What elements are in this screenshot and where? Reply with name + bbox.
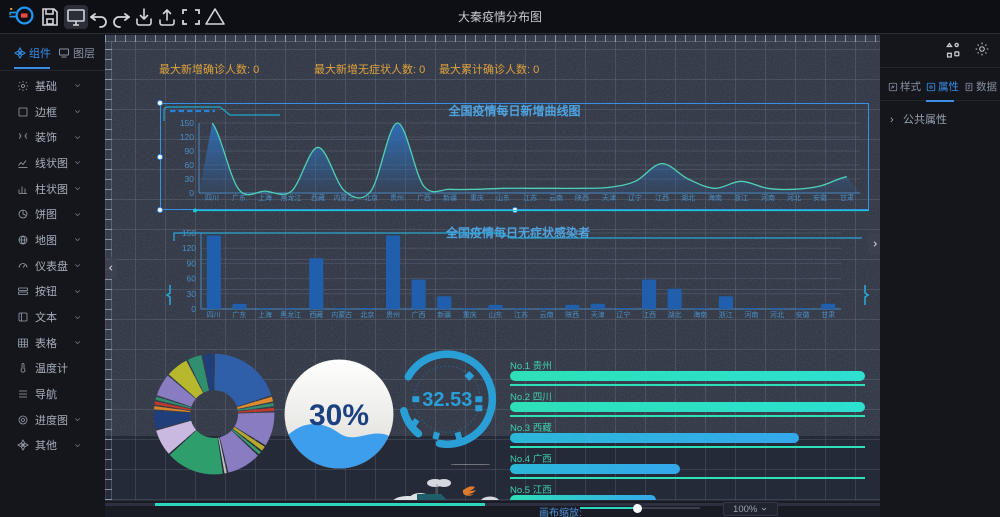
svg-text:辽宁: 辽宁: [628, 193, 642, 202]
svg-text:湖北: 湖北: [681, 193, 695, 202]
svg-text:甘肃: 甘肃: [840, 193, 854, 202]
svg-text:河南: 河南: [761, 193, 775, 202]
svg-text:浙江: 浙江: [734, 193, 748, 202]
svg-text:河南: 河南: [744, 310, 758, 319]
svg-text:辽宁: 辽宁: [616, 310, 630, 319]
svg-text:海南: 海南: [693, 310, 707, 319]
svg-text:河北: 河北: [787, 194, 801, 202]
svg-text:海南: 海南: [708, 193, 722, 202]
svg-text:32.53: 32.53: [422, 389, 472, 411]
svg-text:安徽: 安徽: [796, 310, 810, 319]
svg-text:湖北: 湖北: [668, 310, 682, 319]
svg-text:甘肃: 甘肃: [821, 310, 835, 319]
svg-text:浙江: 浙江: [719, 310, 733, 319]
svg-text:河北: 河北: [770, 311, 784, 319]
svg-text:安徽: 安徽: [813, 193, 827, 202]
svg-text:江西: 江西: [655, 194, 669, 202]
svg-text:江西: 江西: [642, 311, 656, 319]
